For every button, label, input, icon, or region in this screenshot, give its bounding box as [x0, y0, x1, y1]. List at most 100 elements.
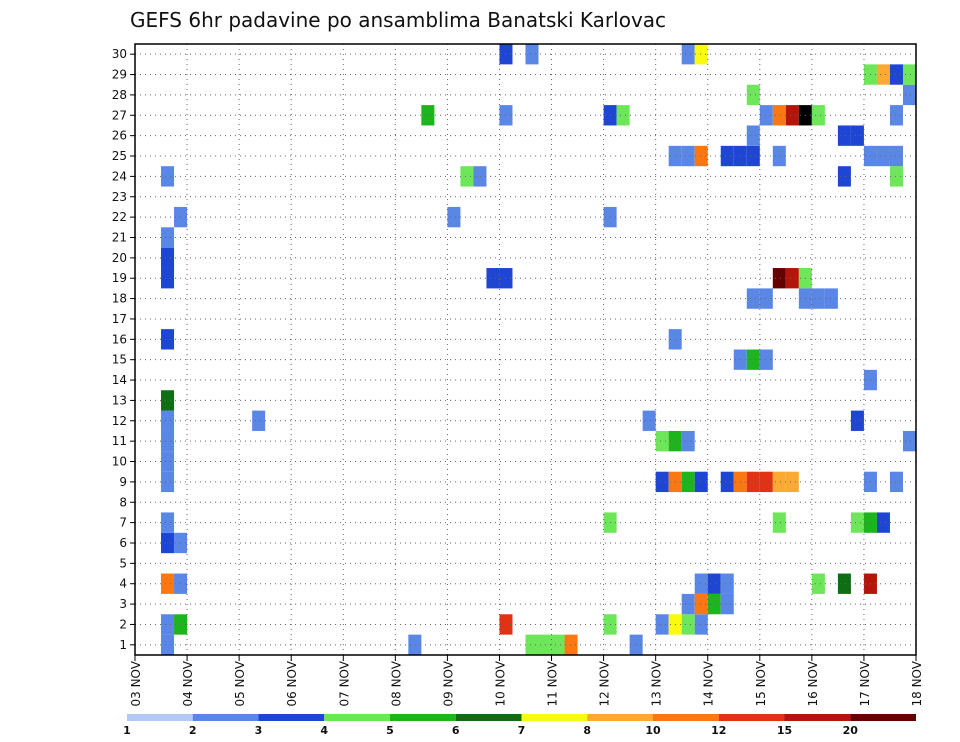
precip-cell	[551, 634, 565, 655]
y-tick-label: 26	[112, 129, 127, 143]
x-tick-label: 18 NOV	[910, 660, 924, 706]
precip-cell	[655, 614, 669, 635]
precip-cell	[161, 573, 175, 594]
precip-cell	[746, 84, 760, 106]
legend-swatch	[653, 714, 719, 721]
precip-cell	[720, 471, 734, 493]
precip-cell	[759, 349, 773, 370]
x-tick-label: 14 NOV	[702, 660, 716, 706]
y-tick-label: 1	[119, 638, 127, 652]
precip-cell	[876, 64, 890, 85]
precip-cell	[746, 125, 760, 146]
legend-label: 1	[123, 724, 131, 737]
precip-cell	[746, 471, 760, 493]
precip-cell	[850, 125, 864, 146]
precip-cell	[642, 410, 656, 431]
precip-cell	[525, 634, 539, 655]
precip-cell	[707, 593, 721, 615]
x-tick-label: 13 NOV	[650, 660, 664, 706]
y-tick-label: 2	[119, 617, 127, 631]
legend-swatch	[850, 714, 916, 721]
precip-cell	[161, 410, 175, 431]
y-tick-label: 13	[112, 393, 127, 407]
x-tick-label: 16 NOV	[806, 660, 820, 706]
legend-label: 20	[843, 724, 859, 737]
precip-cell	[746, 349, 760, 370]
legend-swatch	[784, 714, 851, 721]
y-tick-label: 4	[119, 577, 127, 591]
y-tick-label: 9	[119, 475, 127, 489]
precip-cell	[421, 105, 435, 126]
precip-cell	[902, 64, 916, 85]
x-tick-label: 08 NOV	[389, 660, 403, 706]
y-tick-label: 27	[112, 108, 127, 122]
legend: 1 2 3 4 5 6 7 8 10 12 15 20	[123, 714, 916, 737]
precip-cell	[811, 288, 825, 309]
precip-cell	[785, 471, 799, 493]
precip-cell	[655, 430, 669, 452]
precip-cell	[902, 430, 916, 452]
legend-swatch	[192, 714, 259, 721]
precip-cell	[811, 105, 825, 126]
legend-label: 15	[777, 724, 792, 737]
precip-cell	[837, 125, 851, 146]
x-tick-label: 15 NOV	[754, 660, 768, 706]
precip-cell	[694, 593, 708, 615]
legend-label: 2	[189, 724, 197, 737]
precip-cell	[161, 247, 175, 269]
precip-cell	[681, 145, 695, 167]
y-tick-label: 14	[112, 373, 127, 387]
precip-cell	[161, 614, 175, 635]
precip-cell	[850, 512, 864, 533]
precip-cell	[161, 430, 175, 452]
legend-label: 4	[320, 724, 328, 737]
precip-cell	[525, 44, 539, 65]
y-tick-label: 19	[112, 271, 127, 285]
precip-cell	[681, 44, 695, 65]
x-tick-label: 12 NOV	[598, 660, 612, 706]
precip-cell	[889, 145, 903, 167]
y-tick-label: 3	[119, 597, 127, 611]
precip-cell	[408, 634, 422, 655]
precip-cell	[161, 166, 175, 187]
legend-swatch	[455, 714, 522, 721]
precip-cell	[720, 145, 734, 167]
precip-cell	[772, 512, 786, 533]
x-tick-label: 05 NOV	[233, 660, 247, 706]
precip-cell	[161, 471, 175, 493]
x-tick-label: 04 NOV	[181, 660, 195, 706]
legend-label: 6	[452, 724, 460, 737]
y-tick-label: 18	[112, 292, 127, 306]
legend-swatch	[324, 714, 390, 721]
axis-layer: 1234567891011121314151617181920212223242…	[112, 43, 924, 707]
chart-title: GEFS 6hr padavine po ansamblima Banatski…	[130, 8, 666, 32]
y-tick-label: 5	[119, 556, 127, 570]
y-tick-label: 8	[119, 495, 127, 509]
x-tick-label: 10 NOV	[493, 660, 507, 706]
precip-cell	[824, 288, 838, 309]
x-tick-label: 09 NOV	[441, 660, 455, 706]
precip-cell	[772, 105, 786, 126]
precip-cell	[772, 471, 786, 493]
y-tick-label: 17	[112, 312, 127, 326]
legend-label: 5	[386, 724, 394, 737]
precip-cell	[694, 145, 708, 167]
precip-cell	[759, 105, 773, 126]
precip-cell	[564, 634, 578, 655]
precip-cell	[720, 593, 734, 615]
legend-swatch	[127, 714, 193, 721]
precip-cell	[629, 634, 643, 655]
precip-cell	[655, 471, 669, 493]
precip-cell	[681, 471, 695, 493]
legend-swatch	[521, 714, 588, 721]
precip-cell	[889, 166, 903, 187]
y-tick-label: 21	[112, 230, 127, 244]
y-tick-label: 12	[112, 414, 127, 428]
y-tick-label: 23	[112, 190, 127, 204]
y-tick-label: 29	[112, 68, 127, 82]
precip-cell	[486, 268, 500, 289]
precip-cell	[785, 105, 799, 126]
precip-cell	[161, 451, 175, 472]
legend-swatch	[587, 714, 653, 721]
